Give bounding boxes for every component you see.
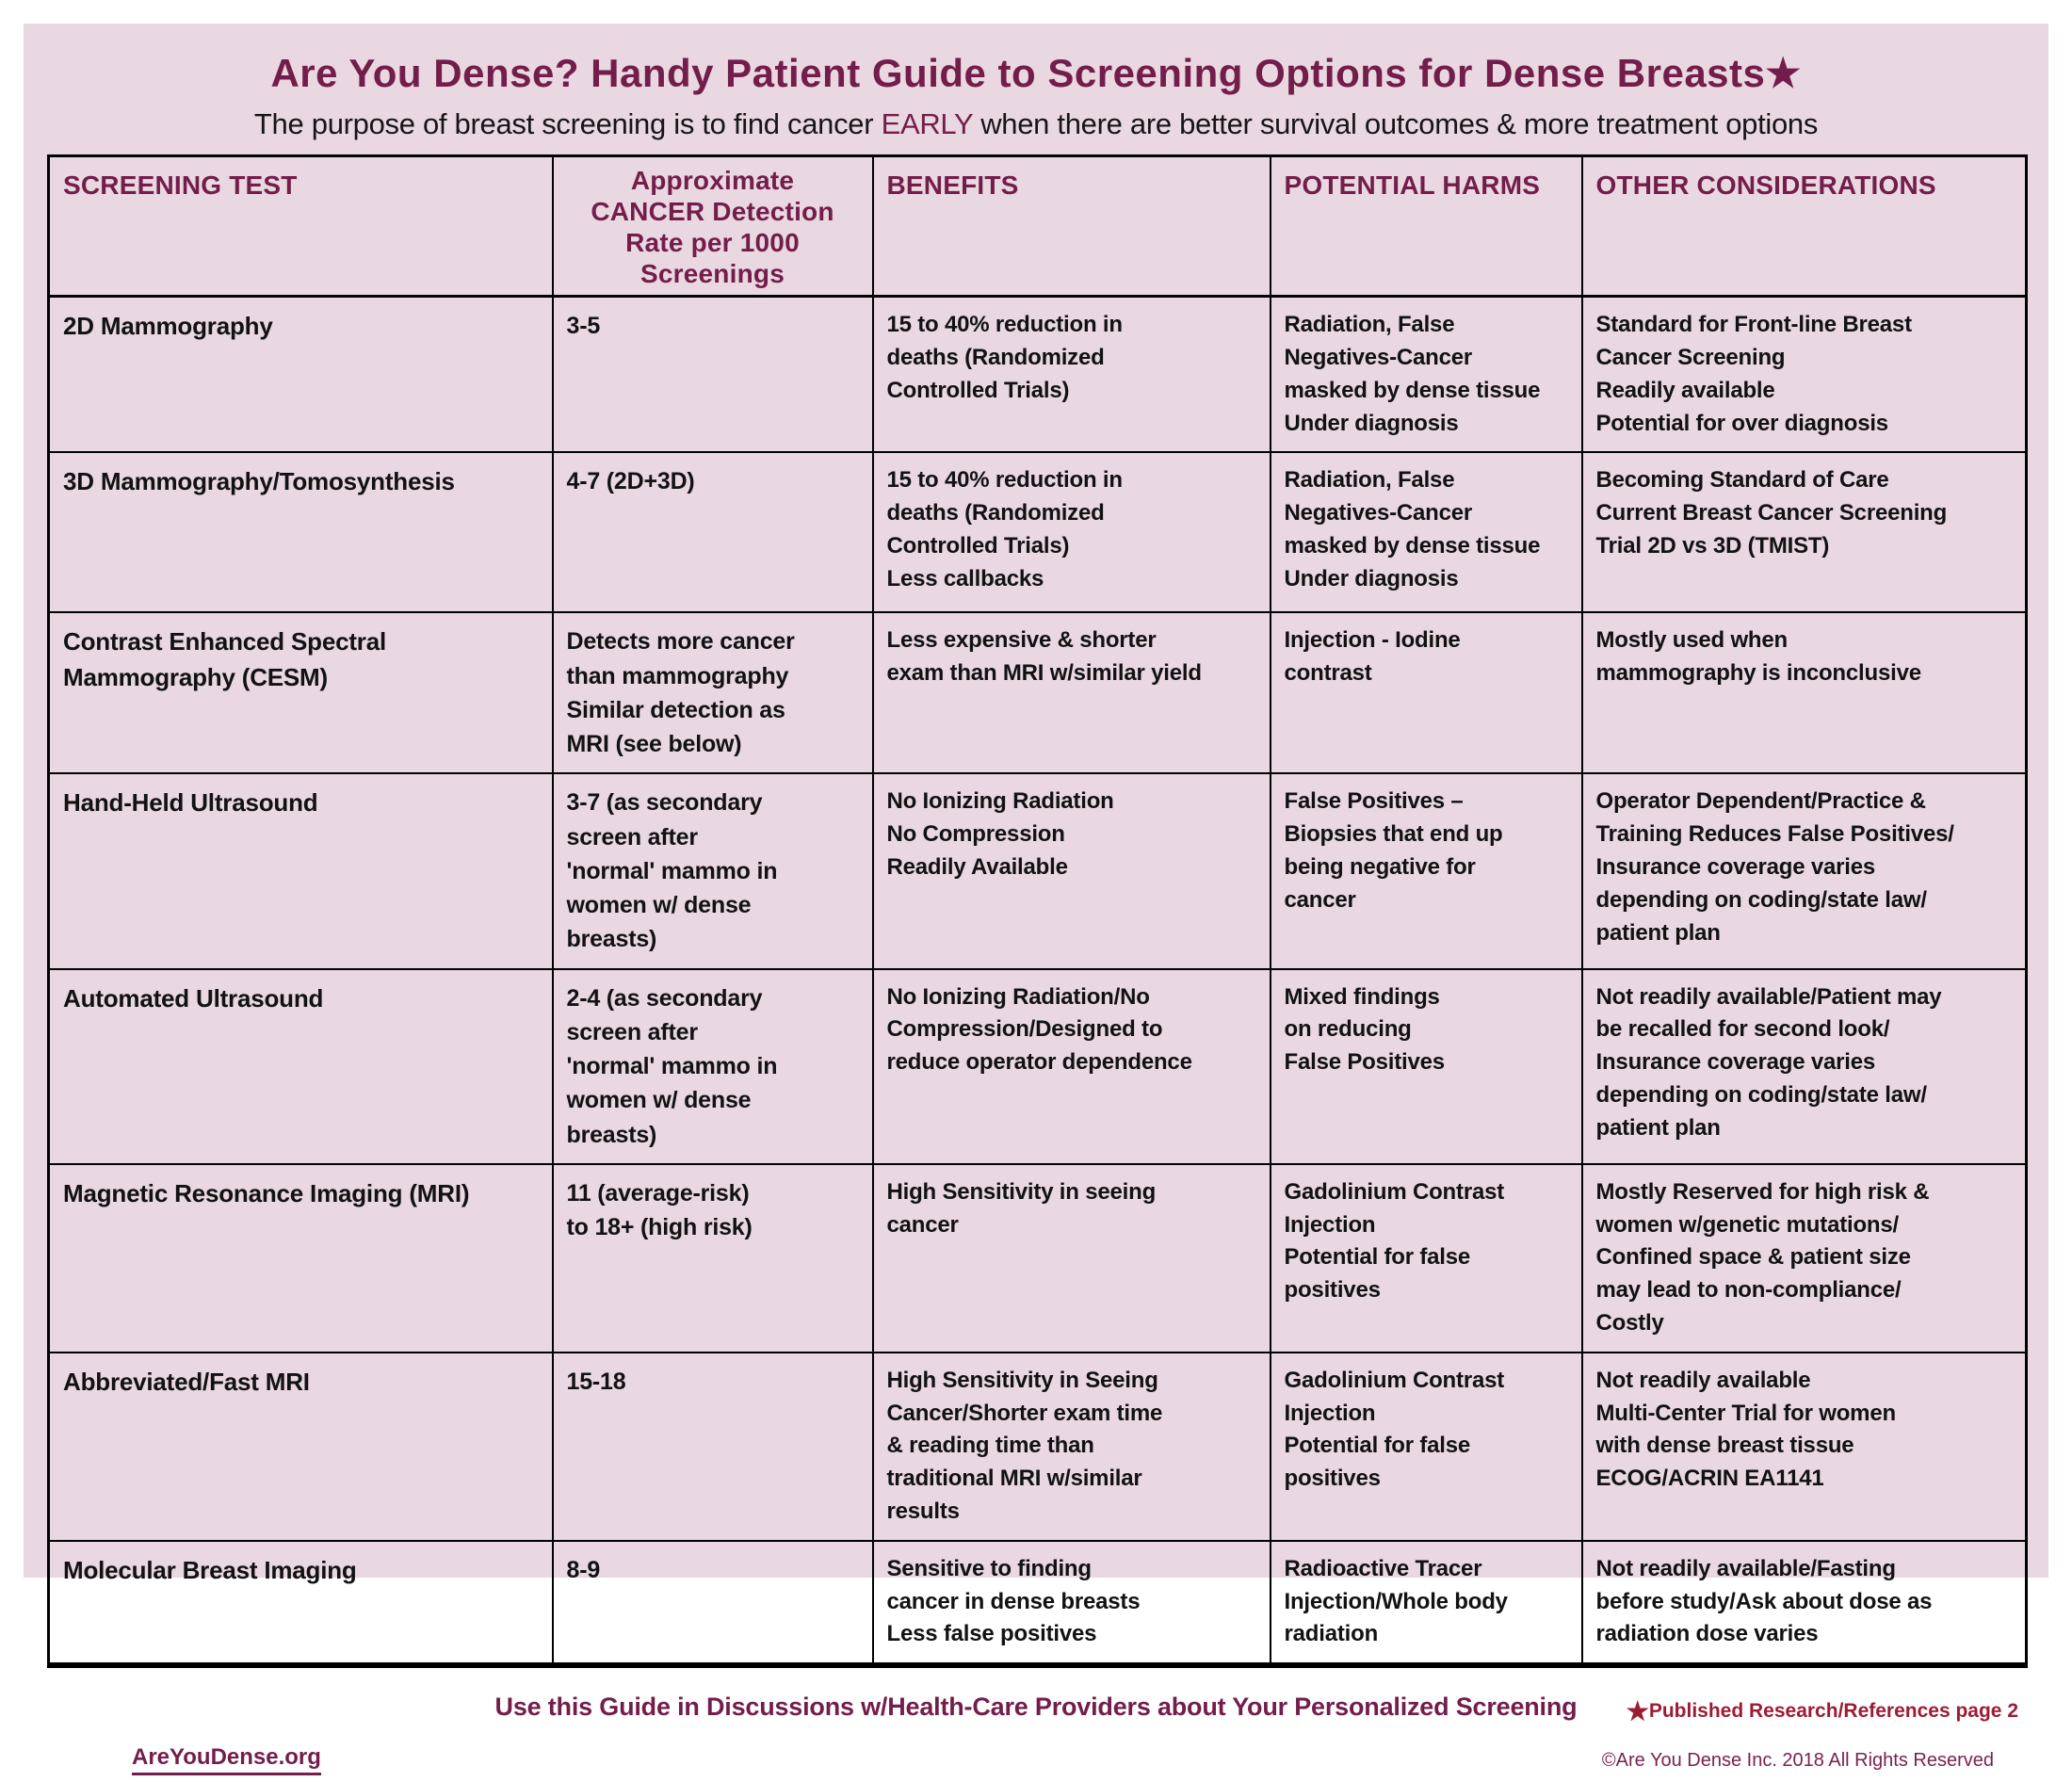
footer-bottom-row: AreYouDense.org ©Are You Dense Inc. 2018… [24,1744,2048,1782]
other-considerations-cell: Mostly used when mammography is inconclu… [1580,611,2028,775]
screening-test-cell: Contrast Enhanced Spectral Mammography (… [47,611,554,775]
benefits-cell: High Sensitivity in seeing cancer [871,1162,1271,1353]
detection-rate-cell: 4-7 (2D+3D) [551,451,874,614]
benefits-cell: No Ionizing Radiation No Compression Rea… [871,772,1271,970]
other-considerations-cell: Not readily available Multi-Center Trial… [1580,1351,2028,1542]
header-detection-rate: Approximate CANCER Detection Rate per 10… [551,154,874,299]
table-body: 2D Mammography 3-5 15 to 40% reduction in … [47,295,2028,1667]
header-screening-test: SCREENING TEST [47,154,554,299]
copyright-text: ©Are You Dense Inc. 2018 All Rights Rese… [1601,1750,1994,1772]
table-row: Contrast Enhanced Spectral Mammography (… [47,611,2028,775]
subtitle-suffix: when there are better survival outcomes … [972,107,1819,140]
benefits-cell: No Ionizing Radiation/No Compression/Des… [871,967,1271,1165]
detection-rate-cell: 15-18 [551,1351,874,1542]
page: { "page": { "title": "Are You Dense? Han… [24,24,2048,1776]
harms-cell: Injection - Iodine contrast [1269,611,1583,775]
page-title: Are You Dense? Handy Patient Guide to Sc… [270,51,1802,95]
benefits-cell: High Sensitivity in Seeing Cancer/Shorte… [871,1351,1271,1542]
other-considerations-cell: Not readily available/Fasting before stu… [1580,1539,2028,1667]
header-potential-harms: POTENTIAL HARMS [1269,154,1583,299]
screening-test-cell: Hand-Held Ultrasound [47,772,554,970]
table-row: Hand-Held Ultrasound 3-7 (as secondary sc… [47,772,2028,970]
detection-rate-cell: Detects more cancer than mammography Sim… [551,611,874,775]
table-row: Abbreviated/Fast MRI 15-18 High Sensitivit… [47,1351,2028,1542]
table-row: 3D Mammography/Tomosynthesis 4-7 (2D+3D) 1… [47,451,2028,614]
table-row: Molecular Breast Imaging 8-9 Sensitive to … [47,1539,2028,1667]
benefits-cell: Less expensive & shorter exam than MRI w… [871,611,1271,775]
other-considerations-cell: Mostly Reserved for high risk & women w/… [1580,1162,2028,1353]
header-benefits: BENEFITS [871,154,1271,299]
benefits-cell: 15 to 40% reduction in deaths (Randomize… [871,451,1271,614]
table-header-row: SCREENING TEST Approximate CANCER Detect… [47,154,2028,299]
harms-cell: Gadolinium Contrast Injection Potential … [1269,1351,1583,1542]
screening-test-cell: 3D Mammography/Tomosynthesis [47,451,554,614]
harms-cell: Radiation, False Negatives-Cancer masked… [1269,451,1583,614]
harms-cell: Gadolinium Contrast Injection Potential … [1269,1162,1583,1353]
table-row: 2D Mammography 3-5 15 to 40% reduction in … [47,295,2028,454]
detection-rate-cell: 8-9 [551,1539,874,1667]
table-header: SCREENING TEST Approximate CANCER Detect… [47,154,2028,299]
other-considerations-cell: Not readily available/Patient may be rec… [1580,967,2028,1165]
screening-test-cell: 2D Mammography [47,295,554,454]
harms-cell: Radioactive Tracer Injection/Whole body … [1269,1539,1583,1667]
reference-note: ★Published Research/References page 2 [1627,1697,2018,1726]
detection-rate-cell: 11 (average-risk) to 18+ (high risk) [551,1162,874,1353]
reference-note-text: Published Research/References page 2 [1648,1700,2018,1723]
benefits-cell: Sensitive to finding cancer in dense bre… [871,1539,1271,1667]
guide-note: Use this Guide in Discussions w/Health-C… [494,1693,1578,1722]
subtitle-early-highlight: EARLY [881,107,974,140]
header-other-considerations: OTHER CONSIDERATIONS [1580,154,2028,299]
reference-star-icon: ★ [1626,1697,1649,1726]
other-considerations-cell: Standard for Front-line Breast Cancer Sc… [1580,295,2028,454]
table-row: Automated Ultrasound 2-4 (as secondary sc… [47,967,2028,1165]
detection-rate-cell: 2-4 (as secondary screen after 'normal' … [551,967,874,1165]
website-link[interactable]: AreYouDense.org [132,1744,321,1776]
other-considerations-cell: Operator Dependent/Practice & Training R… [1580,772,2028,970]
page-subtitle: The purpose of breast screening is to fi… [24,107,2048,141]
other-considerations-cell: Becoming Standard of Care Current Breast… [1580,451,2028,614]
harms-cell: Mixed findings on reducing False Positiv… [1269,967,1583,1165]
screening-test-cell: Magnetic Resonance Imaging (MRI) [47,1162,554,1353]
screening-options-table: SCREENING TEST Approximate CANCER Detect… [47,154,2028,1669]
harms-cell: False Positives – Biopsies that end up b… [1269,772,1583,970]
detection-rate-cell: 3-7 (as secondary screen after 'normal' … [551,772,874,970]
detection-rate-cell: 3-5 [551,295,874,454]
table-row: Magnetic Resonance Imaging (MRI) 11 (aver… [47,1162,2028,1353]
screening-test-cell: Molecular Breast Imaging [47,1539,554,1667]
screening-test-cell: Abbreviated/Fast MRI [47,1351,554,1542]
footer-guide-row: Use this Guide in Discussions w/Health-C… [24,1693,2048,1725]
subtitle-prefix: The purpose of breast screening is to fi… [253,107,882,140]
screening-test-cell: Automated Ultrasound [47,967,554,1165]
page-card: Are You Dense? Handy Patient Guide to Sc… [24,24,2048,1776]
harms-cell: Radiation, False Negatives-Cancer masked… [1269,295,1583,454]
benefits-cell: 15 to 40% reduction in deaths (Randomize… [871,295,1271,454]
